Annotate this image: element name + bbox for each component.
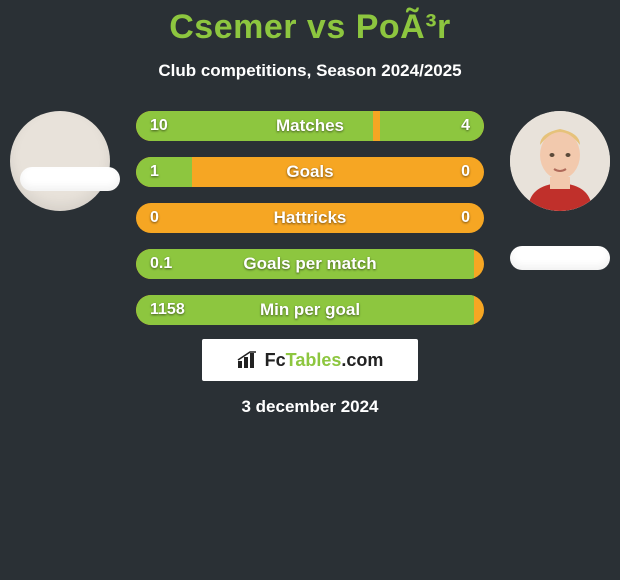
stat-label: Hattricks xyxy=(136,203,484,233)
brand-text-mid: Tables xyxy=(286,350,342,370)
stat-value-right: 0 xyxy=(461,157,470,187)
stat-value-right: 0 xyxy=(461,203,470,233)
brand-bars-icon xyxy=(237,351,259,369)
page-subtitle: Club competitions, Season 2024/2025 xyxy=(0,61,620,81)
player-left-avatar xyxy=(10,111,110,211)
player-right-avatar xyxy=(510,111,610,211)
footer-date: 3 december 2024 xyxy=(0,397,620,417)
brand-text: FcTables.com xyxy=(265,350,384,371)
stat-row: 1158Min per goal xyxy=(136,295,484,325)
stat-rows: 10Matches41Goals00Hattricks00.1Goals per… xyxy=(136,111,484,341)
stat-row: 10Matches4 xyxy=(136,111,484,141)
player-left-name-pill xyxy=(20,167,120,191)
stat-label: Min per goal xyxy=(136,295,484,325)
stat-row: 1Goals0 xyxy=(136,157,484,187)
stat-label: Goals per match xyxy=(136,249,484,279)
stat-value-right: 4 xyxy=(461,111,470,141)
page-title: Csemer vs PoÃ³r xyxy=(0,8,620,47)
brand-text-head: Fc xyxy=(265,350,286,370)
stat-row: 0.1Goals per match xyxy=(136,249,484,279)
stat-label: Goals xyxy=(136,157,484,187)
stat-row: 0Hattricks0 xyxy=(136,203,484,233)
stat-label: Matches xyxy=(136,111,484,141)
brand-text-tail: .com xyxy=(341,350,383,370)
player-right-name-pill xyxy=(510,246,610,270)
brand-badge: FcTables.com xyxy=(202,339,418,381)
